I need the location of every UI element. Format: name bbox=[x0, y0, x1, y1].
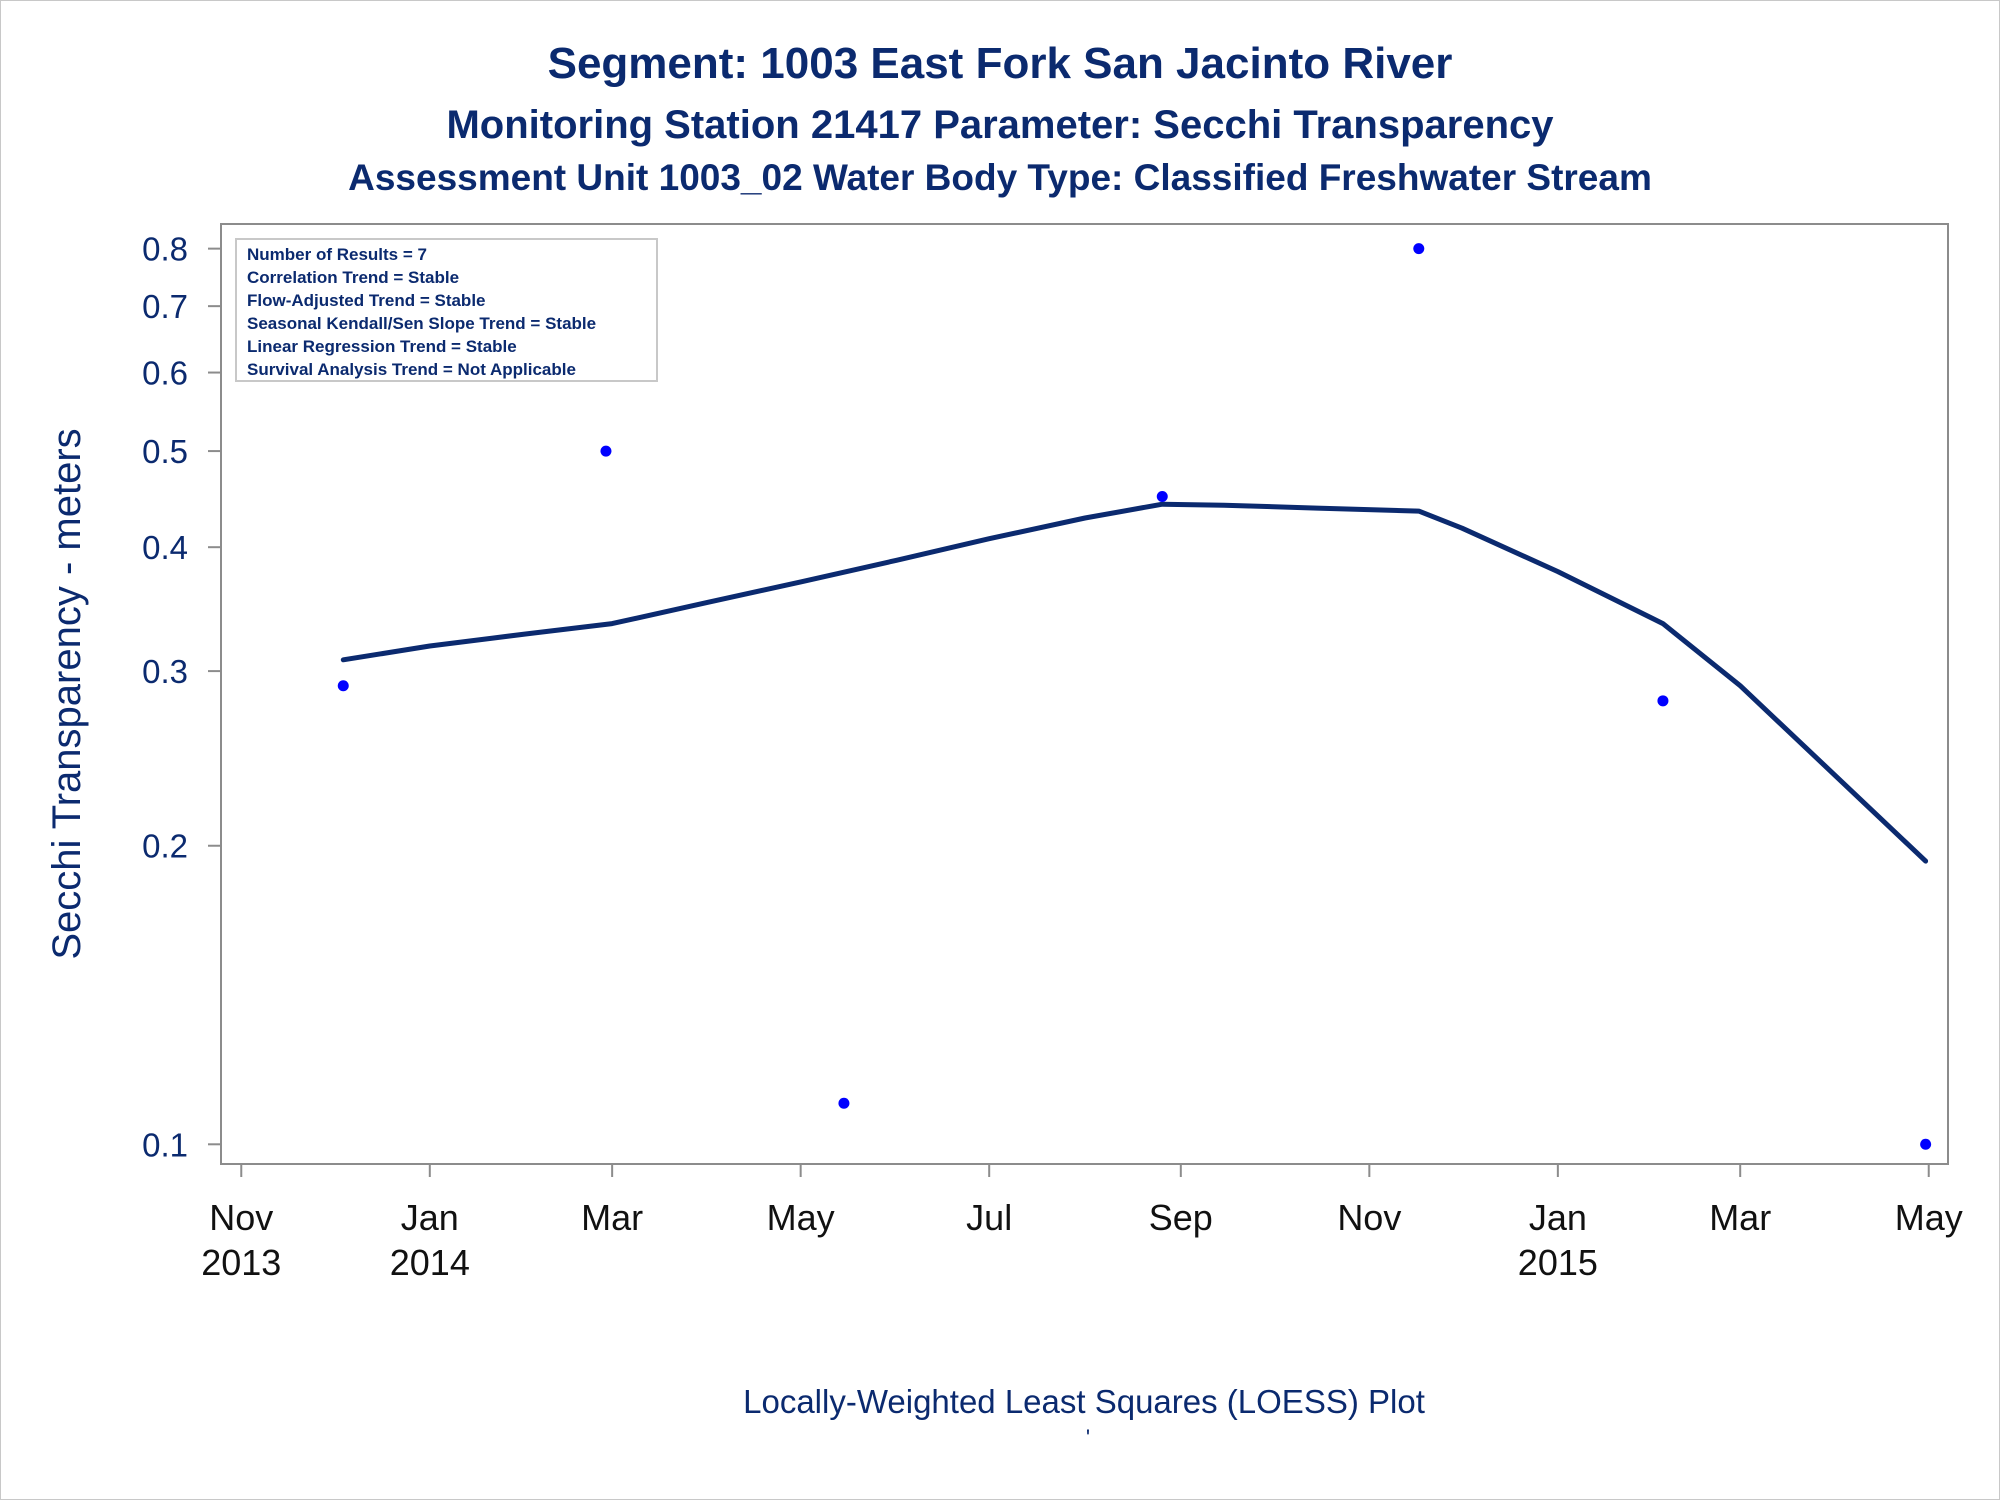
x-tick-label-month: Mar bbox=[1709, 1197, 1771, 1238]
x-tick-label-month: Nov bbox=[209, 1197, 273, 1238]
y-tick-label: 0.1 bbox=[142, 1126, 188, 1163]
legend-line: Flow-Adjusted Trend = Stable bbox=[247, 291, 486, 310]
x-tick-label-month: Nov bbox=[1337, 1197, 1401, 1238]
x-tick-label-month: Jan bbox=[1529, 1197, 1587, 1238]
x-tick-label-month: Jan bbox=[401, 1197, 459, 1238]
y-axis-label: Secchi Transparency - meters bbox=[45, 428, 89, 959]
legend-line: Seasonal Kendall/Sen Slope Trend = Stabl… bbox=[247, 314, 596, 333]
x-tick-label-month: Sep bbox=[1149, 1197, 1213, 1238]
x-tick-label-month: May bbox=[1895, 1197, 1963, 1238]
data-point bbox=[337, 680, 349, 692]
y-tick-label: 0.4 bbox=[142, 529, 188, 566]
x-tick-label-year: 2014 bbox=[390, 1242, 470, 1283]
y-axis: 0.1 0.2 0.3 0.4 0.5 0.6 0.7 0.8 bbox=[142, 231, 221, 1163]
y-tick-label: 0.2 bbox=[142, 828, 188, 865]
legend-line: Correlation Trend = Stable bbox=[247, 268, 459, 287]
data-point bbox=[1657, 695, 1669, 707]
x-tick-label-month: Jul bbox=[966, 1197, 1012, 1238]
data-point bbox=[1156, 490, 1168, 502]
legend-line: Survival Analysis Trend = Not Applicable bbox=[247, 360, 576, 379]
legend-border bbox=[235, 238, 658, 382]
legend-line: Linear Regression Trend = Stable bbox=[247, 337, 517, 356]
y-tick-label: 0.5 bbox=[142, 433, 188, 470]
chart-subtitle-2: Assessment Unit 1003_02 Water Body Type:… bbox=[348, 157, 1652, 198]
loess-line bbox=[340, 501, 1929, 864]
x-tick-label-year: 2015 bbox=[1518, 1242, 1598, 1283]
footnote: ' bbox=[1086, 1425, 1090, 1450]
data-point bbox=[1920, 1138, 1932, 1150]
plot-area bbox=[220, 223, 1949, 1165]
x-tick-label-month: Mar bbox=[581, 1197, 643, 1238]
data-point bbox=[600, 445, 612, 457]
x-axis-label: Locally-Weighted Least Squares (LOESS) P… bbox=[743, 1383, 1425, 1420]
y-tick-label: 0.6 bbox=[142, 355, 188, 392]
series-layer bbox=[337, 243, 1932, 1150]
data-point bbox=[1413, 243, 1425, 255]
legend-line: Number of Results = 7 bbox=[247, 245, 427, 264]
y-tick-label: 0.3 bbox=[142, 653, 188, 690]
chart-subtitle: Monitoring Station 21417 Parameter: Secc… bbox=[446, 103, 1554, 147]
chart-title: Segment: 1003 East Fork San Jacinto Rive… bbox=[548, 39, 1453, 88]
x-tick-label-month: May bbox=[767, 1197, 835, 1238]
legend: Number of Results = 7 Correlation Trend =… bbox=[235, 238, 658, 382]
y-tick-label: 0.7 bbox=[142, 288, 188, 325]
data-point bbox=[838, 1097, 850, 1109]
y-tick-label: 0.8 bbox=[142, 231, 188, 268]
x-tick-label-year: 2013 bbox=[201, 1242, 281, 1283]
